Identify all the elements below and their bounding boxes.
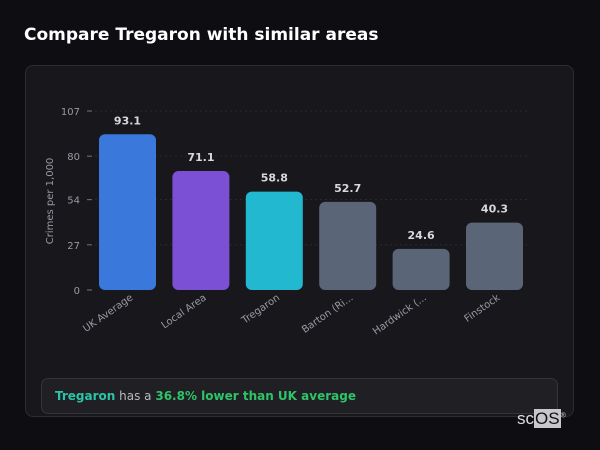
x-tick-label: Finstock: [463, 292, 503, 324]
bar: [319, 201, 377, 290]
y-tick-label: 27: [67, 241, 80, 252]
y-axis-label: Crimes per 1,000: [45, 158, 56, 245]
y-tick-label: 0: [74, 286, 80, 297]
x-tick-label: UK Average: [81, 292, 135, 334]
summary-highlight: 36.8% lower than UK average: [155, 389, 356, 403]
y-tick-label: 54: [67, 196, 80, 207]
bar: [172, 171, 230, 290]
y-tick-label: 80: [67, 152, 80, 163]
summary-box: Tregaron has a 36.8% lower than UK avera…: [41, 378, 558, 414]
y-tick-label: 107: [61, 107, 80, 118]
bar: [99, 134, 156, 290]
page-title: Compare Tregaron with similar areas: [24, 25, 379, 45]
bar-value-label: 52.7: [334, 182, 361, 195]
bar-value-label: 93.1: [114, 114, 141, 127]
bar-value-label: 71.1: [187, 151, 214, 164]
x-tick-label: Hardwick (...: [371, 292, 429, 337]
x-tick-label: Tregaron: [239, 292, 282, 327]
x-tick-label: Barton (Ri...: [300, 292, 355, 335]
bar-value-label: 24.6: [408, 229, 435, 242]
summary-text: has a: [115, 389, 156, 403]
bar-value-label: 58.8: [261, 172, 288, 185]
x-tick-label: Local Area: [160, 292, 209, 331]
bar-value-label: 40.3: [481, 203, 508, 216]
scos-logo: scOS®: [517, 409, 566, 428]
summary-area: Tregaron: [55, 389, 116, 403]
bar: [392, 248, 450, 290]
bar: [466, 222, 523, 290]
bar: [245, 191, 303, 290]
